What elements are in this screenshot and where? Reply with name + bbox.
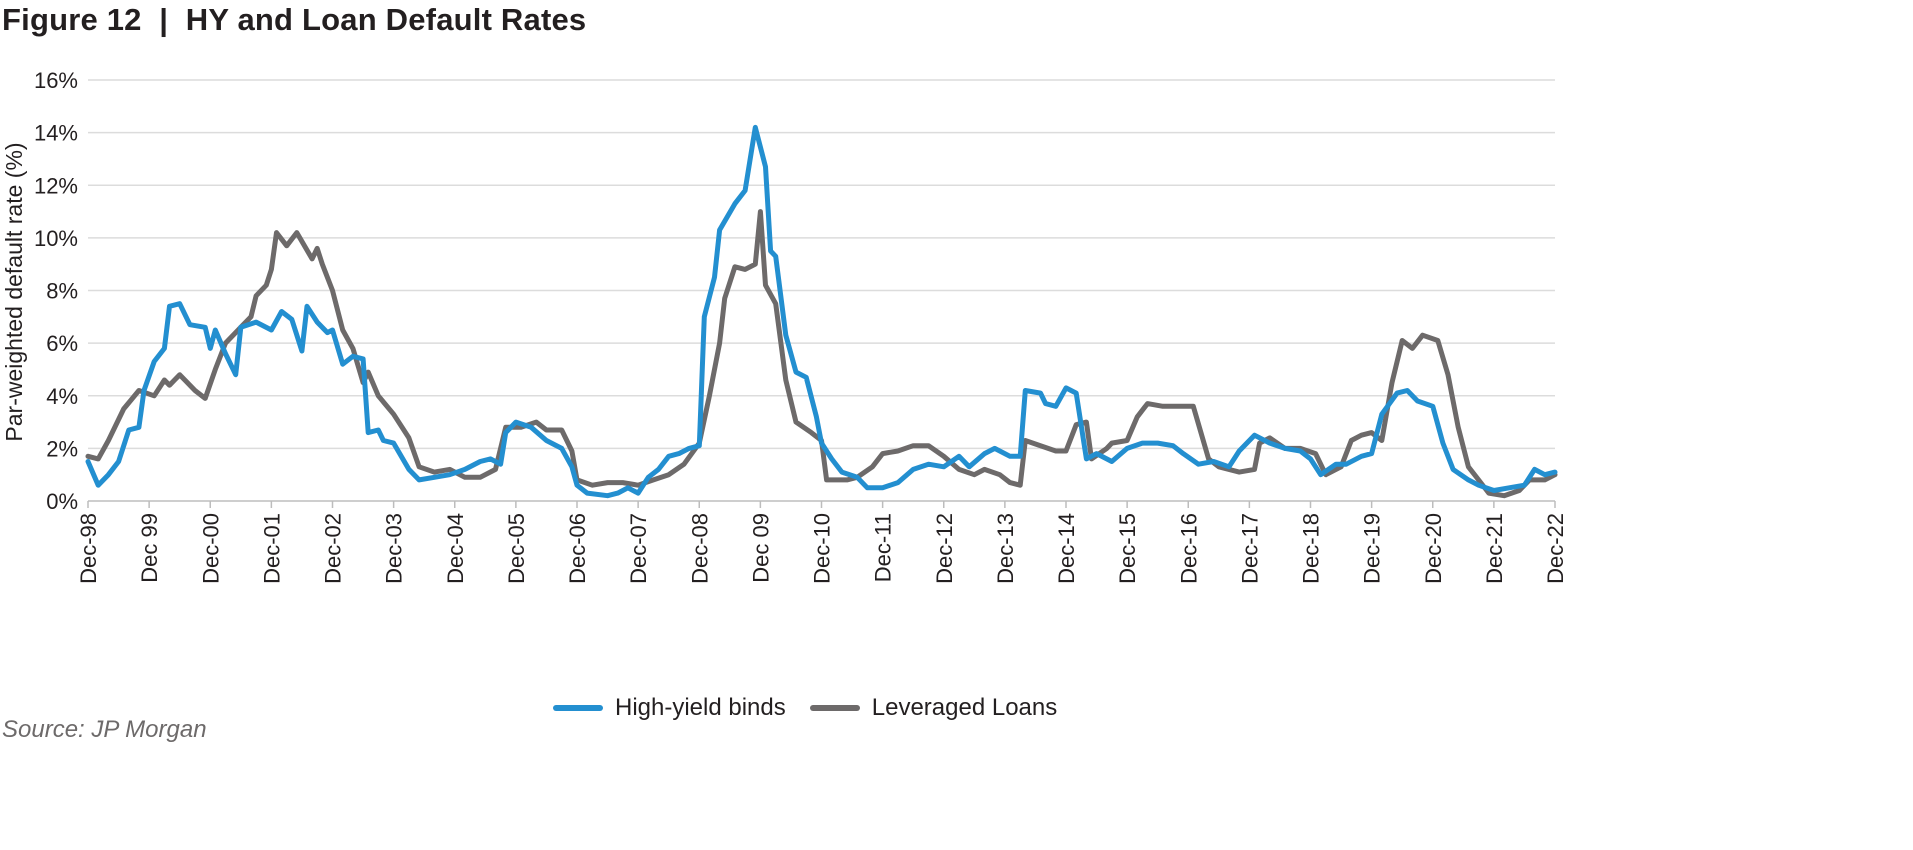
x-tick-label: Dec-01 [259,513,284,584]
y-tick-label: 6% [46,331,78,356]
x-tick-label: Dec-16 [1176,513,1201,584]
source-note: Source: JP Morgan [2,716,207,743]
y-tick-label: 8% [46,279,78,304]
x-tick-label: Dec-22 [1543,513,1568,584]
line-chart: 0% 2% 4% 6% 8% 10% 12% 14% 16% Dec-98 Dec 99 Dec-0… [1,68,1568,584]
x-tick-label: Dec-04 [443,513,468,584]
legend-label-hy: High-yield binds [615,694,786,721]
y-tick-label: 16% [34,68,78,93]
y-tick-label: 12% [34,173,78,198]
x-tick-label: Dec-12 [932,513,957,584]
x-tick-label: Dec-98 [76,513,101,584]
x-tick-label: Dec 99 [137,513,162,583]
x-tick-label: Dec-17 [1237,513,1262,584]
legend-swatch-loans [809,705,860,711]
legend-label-loans: Leveraged Loans [871,694,1058,721]
x-tick-label: Dec-15 [1115,513,1140,584]
x-tick-label: Dec-13 [993,513,1018,584]
x-tick-label: Dec-03 [382,513,407,584]
chart-title: Figure 12 | HY and Loan Default Rates [2,2,587,37]
y-axis-label: Par-weighted default rate (%) [1,142,27,441]
x-tick-label: Dec-10 [810,513,835,584]
series-line-high-yield [85,124,1558,499]
x-tick-label: Dec-07 [626,513,651,584]
series-lines [85,124,1558,499]
y-tick-label: 2% [46,436,78,461]
x-tick-label: Dec-14 [1054,513,1079,584]
x-tick-label: Dec-18 [1299,513,1324,584]
y-tick-label: 4% [46,384,78,409]
legend: High-yield binds Leveraged Loans [553,694,1057,722]
y-tick-label: 10% [34,226,78,251]
legend-swatch-hy [553,705,603,711]
x-tick-label: Dec 09 [748,513,773,583]
y-tick-label: 14% [34,121,78,146]
x-tick-label: Dec-20 [1421,513,1446,584]
y-tick-label: 0% [46,489,78,514]
x-tick-label: Dec-05 [504,513,529,584]
x-tick-label: Dec-19 [1360,513,1385,584]
series-line-leveraged-loans [85,209,1558,499]
x-tick-label: Dec-06 [565,513,590,584]
x-tick-label: Dec-21 [1482,513,1507,584]
x-tick-label: Dec-11 [871,513,896,582]
y-axis-ticks: 0% 2% 4% 6% 8% 10% 12% 14% 16% [34,68,78,514]
x-tick-label: Dec-08 [687,513,712,584]
x-axis-ticks: Dec-98 Dec 99 Dec-00 Dec-01 Dec-02 Dec-03 Dec-… [76,501,1568,584]
x-tick-label: Dec-00 [198,513,223,584]
x-tick-label: Dec-02 [321,513,346,584]
